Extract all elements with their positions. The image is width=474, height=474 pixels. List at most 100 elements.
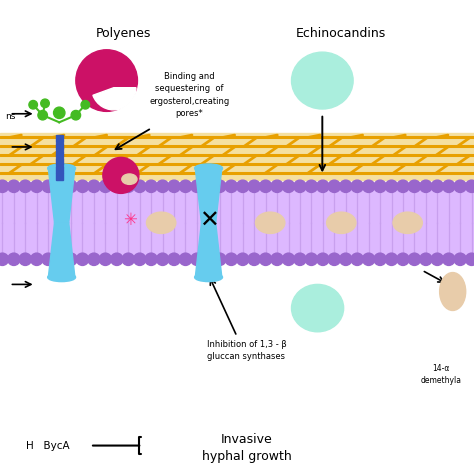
Circle shape bbox=[374, 253, 386, 265]
Bar bbox=[56, 158, 63, 165]
Circle shape bbox=[328, 253, 340, 265]
Circle shape bbox=[191, 180, 203, 192]
Circle shape bbox=[408, 253, 420, 265]
Circle shape bbox=[76, 253, 89, 265]
Circle shape bbox=[237, 253, 249, 265]
Circle shape bbox=[71, 110, 81, 120]
Circle shape bbox=[248, 253, 260, 265]
Circle shape bbox=[30, 180, 43, 192]
Circle shape bbox=[41, 99, 49, 108]
Ellipse shape bbox=[48, 164, 75, 173]
Circle shape bbox=[328, 180, 340, 192]
Circle shape bbox=[30, 253, 43, 265]
Circle shape bbox=[454, 180, 466, 192]
Circle shape bbox=[168, 253, 180, 265]
Circle shape bbox=[99, 180, 111, 192]
Circle shape bbox=[408, 180, 420, 192]
Text: Inhibition of 1,3 - β
gluccan synthases: Inhibition of 1,3 - β gluccan synthases bbox=[207, 340, 286, 361]
Ellipse shape bbox=[195, 164, 222, 173]
Circle shape bbox=[110, 180, 123, 192]
Circle shape bbox=[65, 253, 77, 265]
Circle shape bbox=[397, 253, 409, 265]
Circle shape bbox=[351, 253, 364, 265]
Polygon shape bbox=[195, 168, 222, 223]
Circle shape bbox=[248, 180, 260, 192]
Circle shape bbox=[54, 180, 66, 192]
Circle shape bbox=[351, 180, 364, 192]
Circle shape bbox=[271, 253, 283, 265]
Circle shape bbox=[283, 180, 295, 192]
Circle shape bbox=[465, 253, 474, 265]
Circle shape bbox=[305, 253, 318, 265]
Circle shape bbox=[110, 253, 123, 265]
Circle shape bbox=[431, 180, 444, 192]
Circle shape bbox=[179, 180, 191, 192]
Polygon shape bbox=[48, 223, 75, 277]
Circle shape bbox=[259, 253, 272, 265]
Circle shape bbox=[225, 253, 237, 265]
Text: Binding and
sequestering  of
ergosterol,creating
pores*: Binding and sequestering of ergosterol,c… bbox=[149, 72, 230, 118]
Circle shape bbox=[419, 180, 432, 192]
Circle shape bbox=[76, 180, 89, 192]
Circle shape bbox=[19, 180, 31, 192]
Text: 14-α
demethyla: 14-α demethyla bbox=[420, 365, 461, 384]
Bar bbox=[56, 135, 63, 142]
Bar bbox=[0, 186, 474, 259]
Circle shape bbox=[88, 253, 100, 265]
Circle shape bbox=[99, 253, 111, 265]
Text: Echinocandins: Echinocandins bbox=[296, 27, 386, 40]
Circle shape bbox=[134, 180, 146, 192]
Circle shape bbox=[81, 100, 90, 109]
Circle shape bbox=[134, 253, 146, 265]
Text: ✳: ✳ bbox=[123, 211, 137, 229]
Ellipse shape bbox=[393, 212, 422, 234]
Circle shape bbox=[385, 180, 398, 192]
Circle shape bbox=[259, 180, 272, 192]
Text: H   BycA: H BycA bbox=[26, 440, 69, 451]
Circle shape bbox=[202, 180, 215, 192]
Ellipse shape bbox=[195, 273, 222, 282]
Circle shape bbox=[294, 180, 306, 192]
Ellipse shape bbox=[146, 212, 176, 234]
Text: Invasive
hyphal growth: Invasive hyphal growth bbox=[201, 433, 292, 463]
Circle shape bbox=[283, 253, 295, 265]
Circle shape bbox=[156, 180, 169, 192]
Circle shape bbox=[88, 180, 100, 192]
Circle shape bbox=[339, 180, 352, 192]
Circle shape bbox=[168, 180, 180, 192]
Circle shape bbox=[42, 253, 55, 265]
Circle shape bbox=[397, 180, 409, 192]
Circle shape bbox=[363, 253, 375, 265]
Wedge shape bbox=[93, 88, 136, 110]
Circle shape bbox=[419, 253, 432, 265]
Circle shape bbox=[443, 253, 455, 265]
Circle shape bbox=[145, 253, 157, 265]
Bar bbox=[56, 143, 63, 150]
Circle shape bbox=[294, 253, 306, 265]
Circle shape bbox=[225, 180, 237, 192]
Circle shape bbox=[76, 50, 137, 111]
Circle shape bbox=[443, 180, 455, 192]
Circle shape bbox=[191, 253, 203, 265]
Circle shape bbox=[317, 253, 329, 265]
Circle shape bbox=[431, 253, 444, 265]
Circle shape bbox=[38, 110, 47, 120]
Polygon shape bbox=[195, 223, 222, 277]
Circle shape bbox=[179, 253, 191, 265]
Bar bbox=[0, 133, 474, 180]
Circle shape bbox=[214, 180, 226, 192]
Circle shape bbox=[29, 100, 37, 109]
Circle shape bbox=[54, 253, 66, 265]
Ellipse shape bbox=[327, 212, 356, 234]
Circle shape bbox=[271, 180, 283, 192]
Ellipse shape bbox=[122, 174, 137, 184]
Text: Polyenes: Polyenes bbox=[96, 27, 151, 40]
Circle shape bbox=[202, 253, 215, 265]
Text: ✕: ✕ bbox=[199, 209, 219, 232]
Circle shape bbox=[122, 253, 135, 265]
Circle shape bbox=[317, 180, 329, 192]
Circle shape bbox=[465, 180, 474, 192]
Circle shape bbox=[0, 180, 9, 192]
Circle shape bbox=[214, 253, 226, 265]
Ellipse shape bbox=[292, 284, 344, 332]
